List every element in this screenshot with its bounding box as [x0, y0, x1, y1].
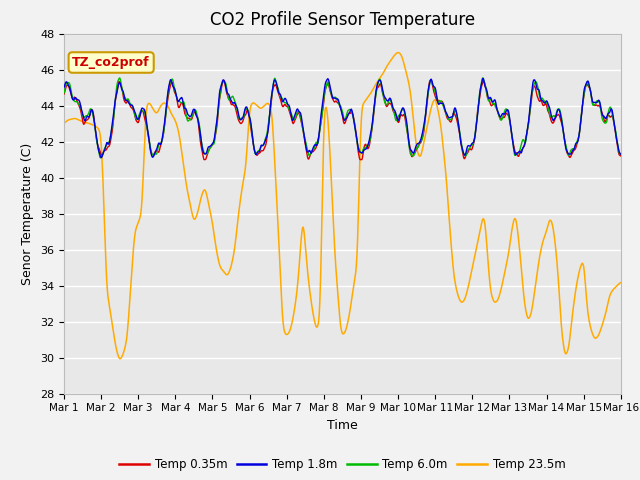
Y-axis label: Senor Temperature (C): Senor Temperature (C)	[22, 143, 35, 285]
Text: TZ_co2prof: TZ_co2prof	[72, 56, 150, 69]
Title: CO2 Profile Sensor Temperature: CO2 Profile Sensor Temperature	[210, 11, 475, 29]
Legend: Temp 0.35m, Temp 1.8m, Temp 6.0m, Temp 23.5m: Temp 0.35m, Temp 1.8m, Temp 6.0m, Temp 2…	[115, 454, 570, 476]
X-axis label: Time: Time	[327, 419, 358, 432]
